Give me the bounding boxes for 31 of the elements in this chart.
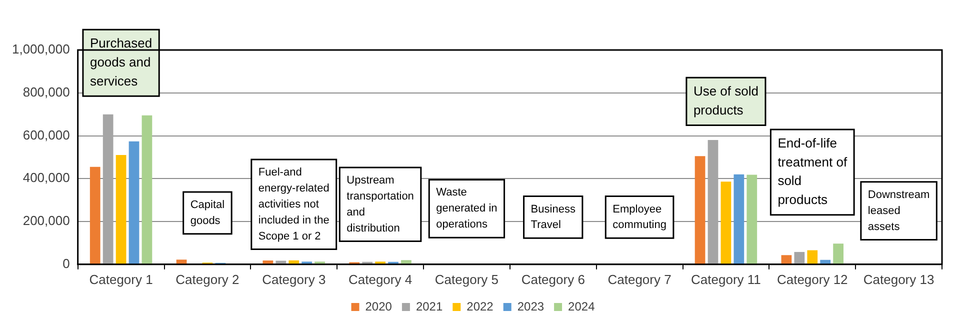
legend-label: 2024 bbox=[568, 299, 596, 314]
annotation: Purchased goods and services bbox=[90, 36, 152, 88]
annotation: Downstream leased assets bbox=[868, 188, 930, 233]
legend-label: 2021 bbox=[416, 299, 443, 314]
x-tick-label: Category 6 bbox=[521, 272, 585, 287]
x-tick-label: Category 7 bbox=[608, 272, 672, 287]
y-tick-label: 400,000 bbox=[22, 170, 70, 186]
annotation: Fuel-and energy-related activities not included in the Scope 1 or 2 bbox=[258, 166, 330, 242]
annotation: Business Travel bbox=[530, 203, 576, 232]
annotation: Employee commuting bbox=[612, 203, 666, 232]
annotation: Waste generated in operations bbox=[436, 186, 498, 231]
annotation: End-of-life treatment of sold products bbox=[778, 136, 848, 208]
y-tick-label: 1,000,000 bbox=[12, 42, 70, 57]
x-tick-label: Category 13 bbox=[863, 272, 934, 287]
legend-label: 2020 bbox=[365, 299, 392, 314]
legend-label: 2022 bbox=[466, 299, 494, 314]
y-tick-label: 0 bbox=[62, 256, 70, 271]
legend-label: 2023 bbox=[517, 299, 544, 314]
annotation: Capital goods bbox=[190, 199, 225, 227]
x-tick-label: Category 3 bbox=[262, 272, 326, 287]
annotation: Upstream transportation and distribution bbox=[346, 174, 414, 234]
y-tick-label: 800,000 bbox=[22, 84, 70, 100]
y-tick-label: 600,000 bbox=[22, 127, 70, 142]
x-tick-label: Category 11 bbox=[691, 272, 761, 287]
x-tick-label: Category 12 bbox=[776, 272, 848, 287]
x-tick-label: Category 4 bbox=[348, 272, 412, 287]
x-tick-label: Category 1 bbox=[89, 272, 153, 287]
x-tick-label: Category 5 bbox=[434, 272, 499, 287]
x-tick-label: Category 2 bbox=[176, 272, 240, 287]
annotation: Use of sold products bbox=[693, 84, 758, 118]
y-tick-label: 200,000 bbox=[22, 213, 70, 228]
